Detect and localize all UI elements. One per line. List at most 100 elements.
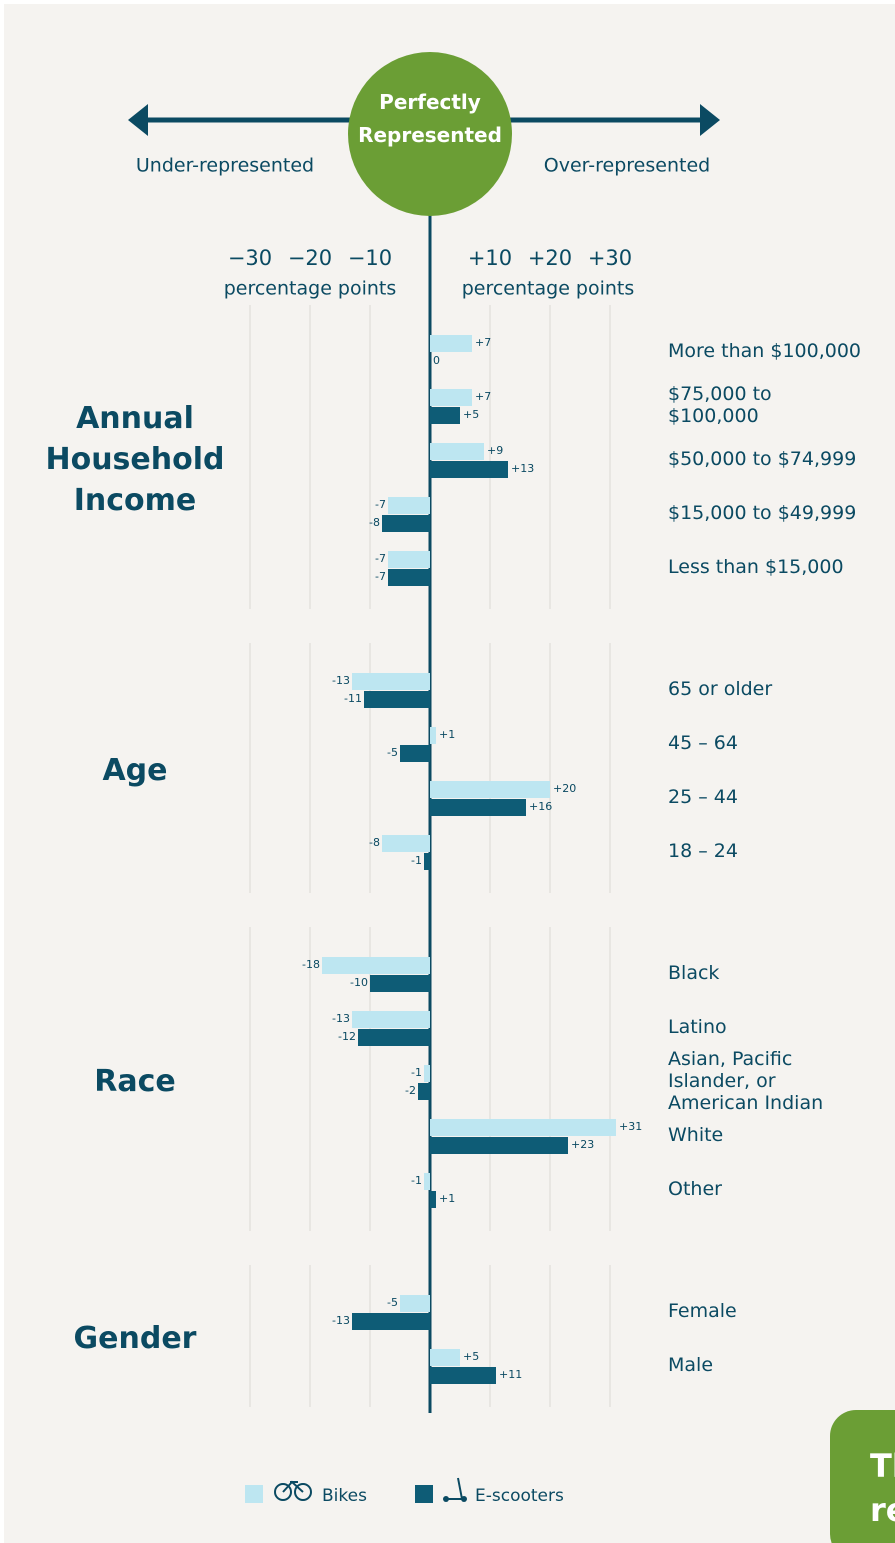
x-tick-label: −30	[228, 246, 272, 270]
value-label: -13	[332, 1314, 350, 1327]
bike-bar	[430, 1119, 616, 1136]
value-label: -1	[411, 854, 422, 867]
category-label: Asian, Pacific Islander, or American Ind…	[668, 1048, 824, 1114]
right-label: Over-represented	[544, 155, 710, 177]
e-scooter-bar	[430, 461, 508, 478]
e-scooter-bar	[358, 1029, 430, 1046]
legend-swatch	[415, 1485, 433, 1503]
value-label: -13	[332, 674, 350, 687]
background	[4, 4, 895, 1543]
value-label: +23	[571, 1138, 594, 1151]
value-label: -10	[350, 976, 368, 989]
panel-title: Age	[102, 752, 168, 788]
e-scooter-bar	[388, 569, 430, 586]
value-label: -8	[369, 836, 380, 849]
value-label: -1	[411, 1174, 422, 1187]
legend-label: E-scooters	[475, 1486, 564, 1506]
left-label: Under-represented	[136, 155, 314, 177]
arrow-right	[700, 104, 720, 136]
value-label: -7	[375, 498, 386, 511]
bike-bar	[388, 497, 430, 514]
panel-title: Gender	[73, 1320, 197, 1356]
bike-bar	[424, 1173, 430, 1190]
bike-bar	[322, 957, 430, 974]
corner-text: Th	[870, 1447, 895, 1485]
x-tick-label: +20	[528, 246, 572, 270]
x-tick-label: +30	[588, 246, 632, 270]
value-label: -11	[344, 692, 362, 705]
value-label: +5	[463, 408, 479, 421]
x-tick-label: −20	[288, 246, 332, 270]
bike-bar	[400, 1295, 430, 1312]
value-label: -1	[411, 1066, 422, 1079]
value-label: +11	[499, 1368, 522, 1381]
center-circle	[348, 52, 512, 216]
value-label: +31	[619, 1120, 642, 1133]
category-label: $15,000 to $49,999	[668, 502, 857, 524]
bike-bar	[382, 835, 430, 852]
bike-bar	[424, 1065, 430, 1082]
bike-bar	[352, 673, 430, 690]
e-scooter-bar	[424, 853, 430, 870]
x-tick-label: +10	[468, 246, 512, 270]
category-label: $75,000 to $100,000	[668, 383, 772, 427]
bike-icon	[282, 1480, 304, 1493]
category-label: Female	[668, 1300, 737, 1322]
e-scooter-bar	[430, 1137, 568, 1154]
bike-bar	[430, 389, 472, 406]
value-label: +16	[529, 800, 552, 813]
e-scooter-bar	[418, 1083, 430, 1100]
value-label: -13	[332, 1012, 350, 1025]
bike-bar	[388, 551, 430, 568]
bike-bar	[430, 443, 484, 460]
category-label: Latino	[668, 1016, 727, 1038]
value-label: +7	[475, 390, 491, 403]
value-label: -5	[387, 1296, 398, 1309]
e-scooter-bar	[382, 515, 430, 532]
category-label: 45 – 64	[668, 732, 738, 754]
value-label: +9	[487, 444, 503, 457]
bike-icon	[294, 1483, 312, 1501]
value-label: -12	[338, 1030, 356, 1043]
e-scooter-bar	[430, 1191, 436, 1208]
scooter-icon	[461, 1496, 467, 1502]
e-scooter-bar	[400, 745, 430, 762]
e-scooter-bar	[430, 799, 526, 816]
corner-box	[830, 1410, 895, 1543]
axis-label: percentage points	[462, 278, 635, 300]
value-label: -8	[369, 516, 380, 529]
category-label: 25 – 44	[668, 786, 738, 808]
center-label: Perfectly Represented	[358, 90, 502, 147]
panel-title: Race	[94, 1063, 176, 1099]
category-label: 18 – 24	[668, 840, 738, 862]
bike-bar	[430, 335, 472, 352]
e-scooter-bar	[364, 691, 430, 708]
value-label: +1	[439, 728, 455, 741]
bike-bar	[430, 781, 550, 798]
e-scooter-bar	[430, 1367, 496, 1384]
bike-bar	[430, 1349, 460, 1366]
corner-text: re	[870, 1491, 895, 1529]
bike-bar	[352, 1011, 430, 1028]
value-label: +5	[463, 1350, 479, 1363]
axis-label: percentage points	[224, 278, 397, 300]
value-label: -5	[387, 746, 398, 759]
legend-label: Bikes	[322, 1486, 367, 1506]
e-scooter-bar	[370, 975, 430, 992]
scooter-icon	[443, 1496, 449, 1502]
category-label: Black	[668, 962, 720, 984]
category-label: White	[668, 1124, 724, 1146]
e-scooter-bar	[352, 1313, 430, 1330]
e-scooter-bar	[430, 407, 460, 424]
value-label: +20	[553, 782, 576, 795]
category-label: Other	[668, 1178, 722, 1200]
value-label: -2	[405, 1084, 416, 1097]
panel-title: Annual Household Income	[45, 400, 225, 518]
category-label: 65 or older	[668, 678, 773, 700]
value-label: +7	[475, 336, 491, 349]
value-label: +1	[439, 1192, 455, 1205]
bike-icon	[274, 1483, 292, 1501]
category-label: $50,000 to $74,999	[668, 448, 857, 470]
category-label: Male	[668, 1354, 714, 1376]
